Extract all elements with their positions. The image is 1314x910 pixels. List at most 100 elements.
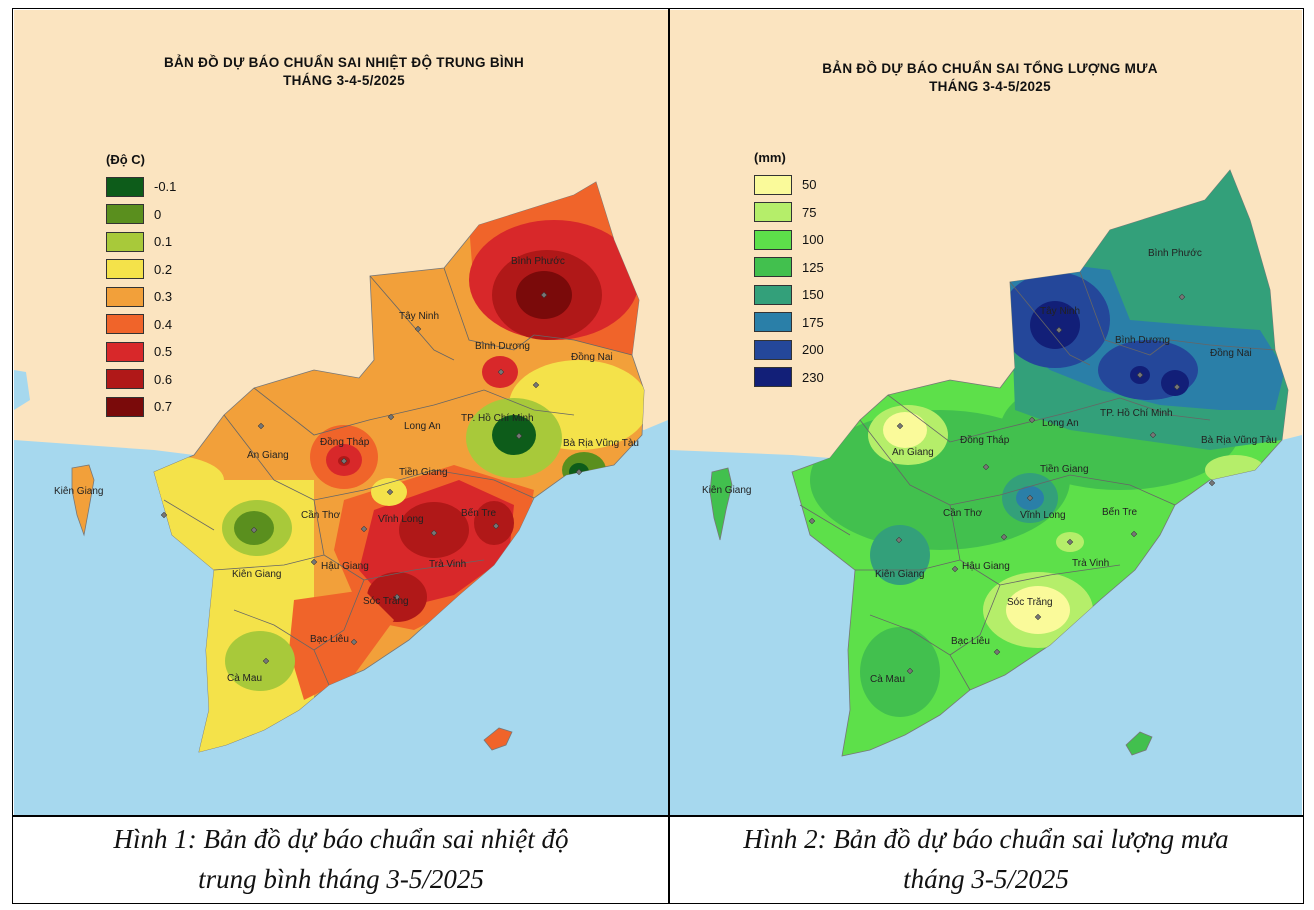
legend-label: 0.1 [154, 234, 173, 250]
figure-1-caption: Hình 1: Bản đồ dự báo chuẩn sai nhiệt độ… [14, 819, 668, 903]
figure-frame: BẢN ĐỒ DỰ BÁO CHUẨN SAI NHIỆT ĐỘ TRUNG B… [12, 8, 1304, 904]
legend-label: 0.2 [154, 261, 173, 277]
place-label-long-an: Long An [404, 421, 441, 432]
place-label-dong-thap: Đồng Tháp [320, 437, 370, 448]
place-label-tien-giang: Tiền Giang [399, 467, 448, 478]
legend-label: 100 [802, 232, 824, 248]
legend-swatch [106, 396, 144, 417]
rainfall-legend-item: 100 [754, 226, 824, 254]
legend-label: 150 [802, 287, 824, 303]
legend-swatch [106, 204, 144, 225]
legend-label: 0.6 [154, 371, 173, 387]
phu-quoc-island [71, 464, 95, 537]
rainfall-map-title-line2: THÁNG 3-4-5/2025 [929, 79, 1051, 94]
temperature-anomaly-patches [154, 182, 644, 752]
legend-label: 0.4 [154, 316, 173, 332]
temperature-legend-item: 0.5 [106, 338, 176, 366]
legend-label: 230 [802, 369, 824, 385]
province-boundaries [799, 271, 1276, 691]
temperature-legend-item: 0 [106, 201, 176, 229]
legend-label: 75 [802, 204, 817, 220]
rainfall-map-title-line1: BẢN ĐỒ DỰ BÁO CHUẨN SAI TỔNG LƯỢNG MƯA [822, 61, 1158, 76]
legend-swatch [754, 284, 792, 305]
rainfall-legend-title: (mm) [754, 150, 786, 165]
rainfall-legend-item: 50 [754, 171, 824, 199]
place-label-ben-tre: Bến Tre [461, 508, 497, 519]
figure-1-caption-line1: Hình 1: Bản đồ dự báo chuẩn sai nhiệt độ [113, 824, 569, 854]
place-label-ba-ria-vung-tau: Bà Rịa Vũng Tàu [1201, 435, 1277, 446]
place-label-tay-ninh: Tây Ninh [399, 311, 440, 322]
place-label-hcm: TP. Hồ Chí Minh [1100, 408, 1173, 419]
legend-label: 175 [802, 314, 824, 330]
place-label-can-tho: Cần Thơ [301, 510, 341, 521]
legend-swatch [754, 367, 792, 388]
place-label-kien-giang-island: Kiên Giang [54, 486, 104, 497]
legend-swatch [106, 259, 144, 280]
place-label-kien-giang: Kiên Giang [232, 569, 282, 580]
province-markers [808, 293, 1216, 675]
place-label-an-giang: An Giang [247, 450, 289, 461]
legend-label: 0.3 [154, 289, 173, 305]
temperature-legend-item: 0.1 [106, 228, 176, 256]
sea-edge-west [670, 460, 682, 484]
figure-2-caption-line2: tháng 3-5/2025 [903, 864, 1069, 894]
legend-label: 50 [802, 177, 817, 193]
rainfall-legend-item: 200 [754, 336, 824, 364]
place-label-an-giang: An Giang [892, 447, 934, 458]
place-label-vinh-long: Vĩnh Long [378, 514, 424, 525]
phu-quoc-island [709, 467, 733, 541]
figure-2-caption-line1: Hình 2: Bản đồ dự báo chuẩn sai lượng mư… [743, 824, 1229, 854]
place-label-tra-vinh: Trà Vinh [429, 559, 467, 570]
temperature-map-title-line2: THÁNG 3-4-5/2025 [283, 73, 405, 88]
legend-swatch [106, 341, 144, 362]
temperature-legend-item: 0.3 [106, 283, 176, 311]
temperature-legend-item: 0.4 [106, 311, 176, 339]
rainfall-map-panel: BẢN ĐỒ DỰ BÁO CHUẨN SAI TỔNG LƯỢNG MƯA T… [670, 10, 1302, 816]
place-label-binh-duong: Bình Dương [1115, 335, 1170, 346]
temperature-map-svg [14, 181, 668, 816]
temperature-legend-item: -0.1 [106, 173, 176, 201]
legend-swatch [106, 231, 144, 252]
place-label-binh-phuoc: Bình Phước [1148, 248, 1202, 259]
legend-swatch [754, 312, 792, 333]
con-dao-island [483, 727, 513, 751]
place-label-dong-thap: Đồng Tháp [960, 435, 1010, 446]
temperature-map-title: BẢN ĐỒ DỰ BÁO CHUẨN SAI NHIỆT ĐỘ TRUNG B… [74, 54, 614, 90]
place-label-tra-vinh: Trà Vinh [1072, 558, 1110, 569]
legend-swatch [754, 229, 792, 250]
place-label-bac-lieu: Bạc Liêu [310, 634, 349, 645]
legend-swatch [106, 176, 144, 197]
province-markers [160, 291, 583, 665]
rainfall-legend: (mm) 50 75 100 125 150 175 200 230 [754, 150, 824, 391]
temperature-legend-title: (Độ C) [106, 152, 145, 167]
place-label-can-tho: Cần Thơ [943, 508, 983, 519]
rainfall-legend-item: 150 [754, 281, 824, 309]
place-label-binh-duong: Bình Dương [475, 341, 530, 352]
place-label-kien-giang-island: Kiên Giang [702, 485, 752, 496]
temperature-legend: (Độ C) -0.1 0 0.1 0.2 0.3 0.4 0.5 0.6 0.… [106, 152, 176, 421]
legend-label: -0.1 [154, 179, 177, 195]
place-label-tay-ninh: Tây Ninh [1040, 306, 1081, 317]
place-label-kien-giang: Kiên Giang [875, 569, 925, 580]
place-label-ba-ria-vung-tau: Bà Rịa Vũng Tàu [563, 438, 639, 449]
temperature-legend-item: 0.6 [106, 366, 176, 394]
legend-label: 200 [802, 342, 824, 358]
rainfall-legend-item: 230 [754, 364, 824, 392]
place-label-dong-nai: Đồng Nai [571, 352, 613, 363]
figure-2-caption: Hình 2: Bản đồ dự báo chuẩn sai lượng mư… [670, 819, 1302, 903]
place-label-hcm: TP. Hồ Chí Minh [461, 413, 534, 424]
legend-swatch [754, 174, 792, 195]
place-label-binh-phuoc: Bình Phước [511, 256, 565, 267]
province-boundaries [163, 267, 633, 686]
rainfall-legend-item: 125 [754, 254, 824, 282]
place-label-dong-nai: Đồng Nai [1210, 348, 1252, 359]
place-label-ca-mau: Cà Mau [227, 673, 263, 684]
place-label-soc-trang: Sóc Trăng [363, 596, 409, 607]
rainfall-map-title: BẢN ĐỒ DỰ BÁO CHUẨN SAI TỔNG LƯỢNG MƯA T… [720, 60, 1260, 96]
legend-swatch [754, 202, 792, 223]
rainfall-legend-item: 75 [754, 199, 824, 227]
legend-swatch [754, 339, 792, 360]
place-label-vinh-long: Vĩnh Long [1020, 510, 1066, 521]
legend-label: 0 [154, 206, 162, 222]
temperature-map-title-line1: BẢN ĐỒ DỰ BÁO CHUẨN SAI NHIỆT ĐỘ TRUNG B… [163, 55, 525, 70]
